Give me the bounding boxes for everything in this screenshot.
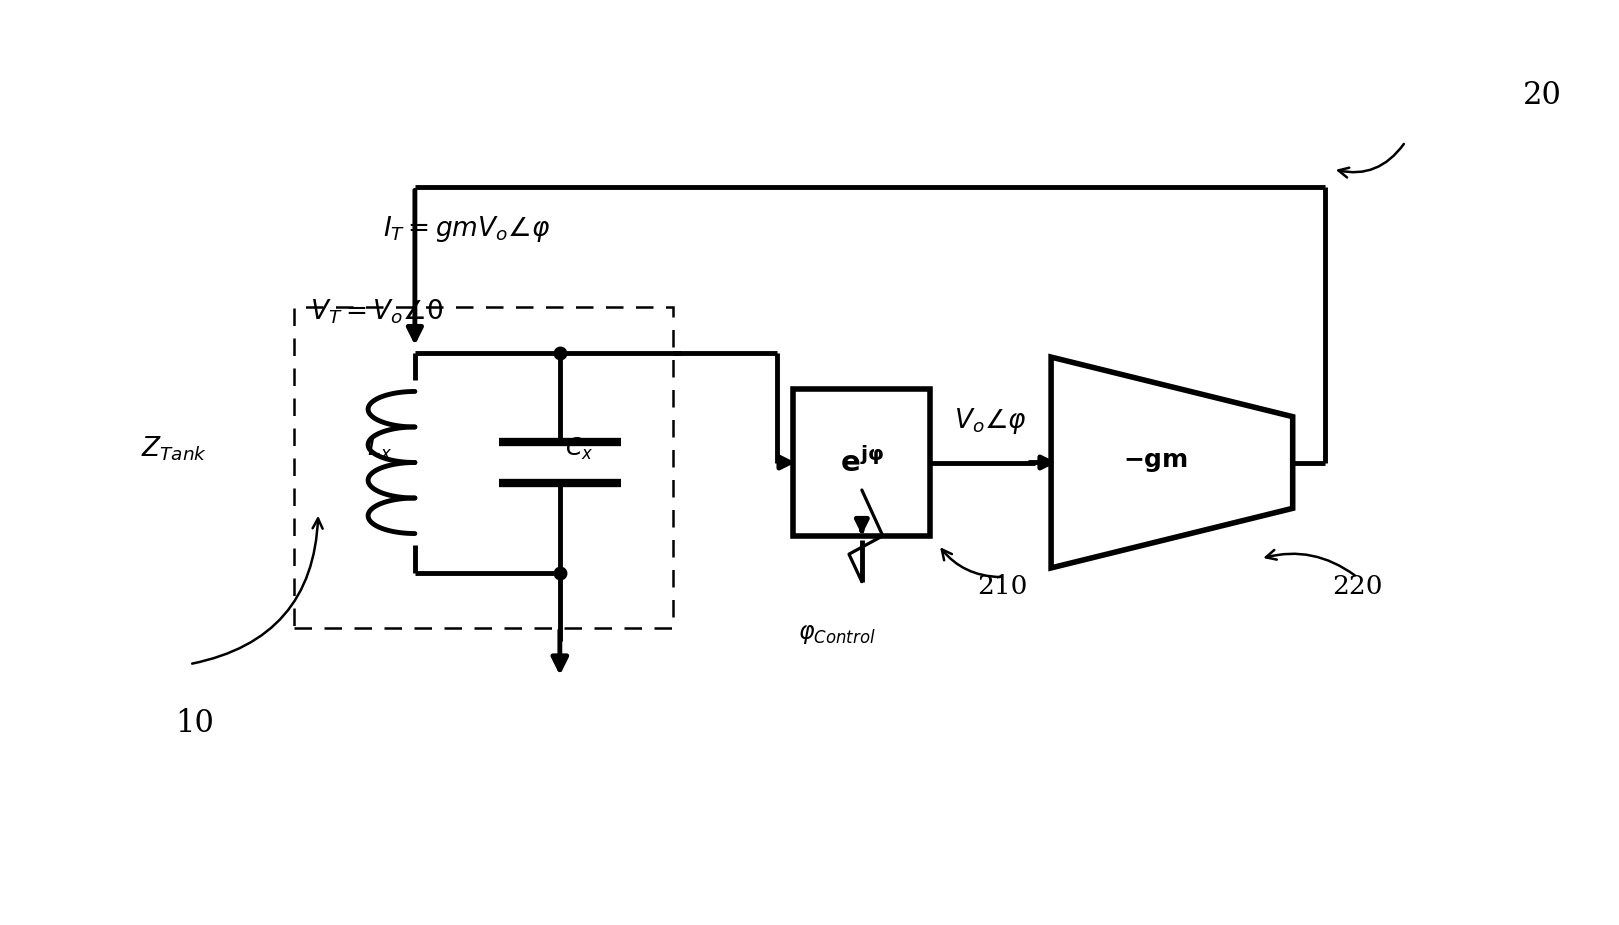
Text: 220: 220 <box>1332 574 1383 598</box>
Text: $V_o\angle\varphi$: $V_o\angle\varphi$ <box>955 406 1028 437</box>
Text: $I_T = gmV_o\angle\varphi$: $I_T = gmV_o\angle\varphi$ <box>382 214 550 244</box>
Text: 210: 210 <box>978 574 1028 598</box>
Text: $L_x$: $L_x$ <box>366 436 392 462</box>
Text: 20: 20 <box>1523 80 1562 111</box>
Text: $\mathbf{-gm}$: $\mathbf{-gm}$ <box>1124 450 1188 475</box>
Text: $V_T = V_o\angle 0$: $V_T = V_o\angle 0$ <box>311 297 444 326</box>
Polygon shape <box>1051 357 1292 568</box>
Text: $C_x$: $C_x$ <box>565 436 593 462</box>
Text: 10: 10 <box>175 709 214 739</box>
Text: $\mathbf{e^{j\varphi}}$: $\mathbf{e^{j\varphi}}$ <box>840 447 884 478</box>
Text: $Z_{Tank}$: $Z_{Tank}$ <box>141 435 207 463</box>
Text: $\varphi_{Control}$: $\varphi_{Control}$ <box>798 623 876 646</box>
Bar <box>793 389 931 536</box>
